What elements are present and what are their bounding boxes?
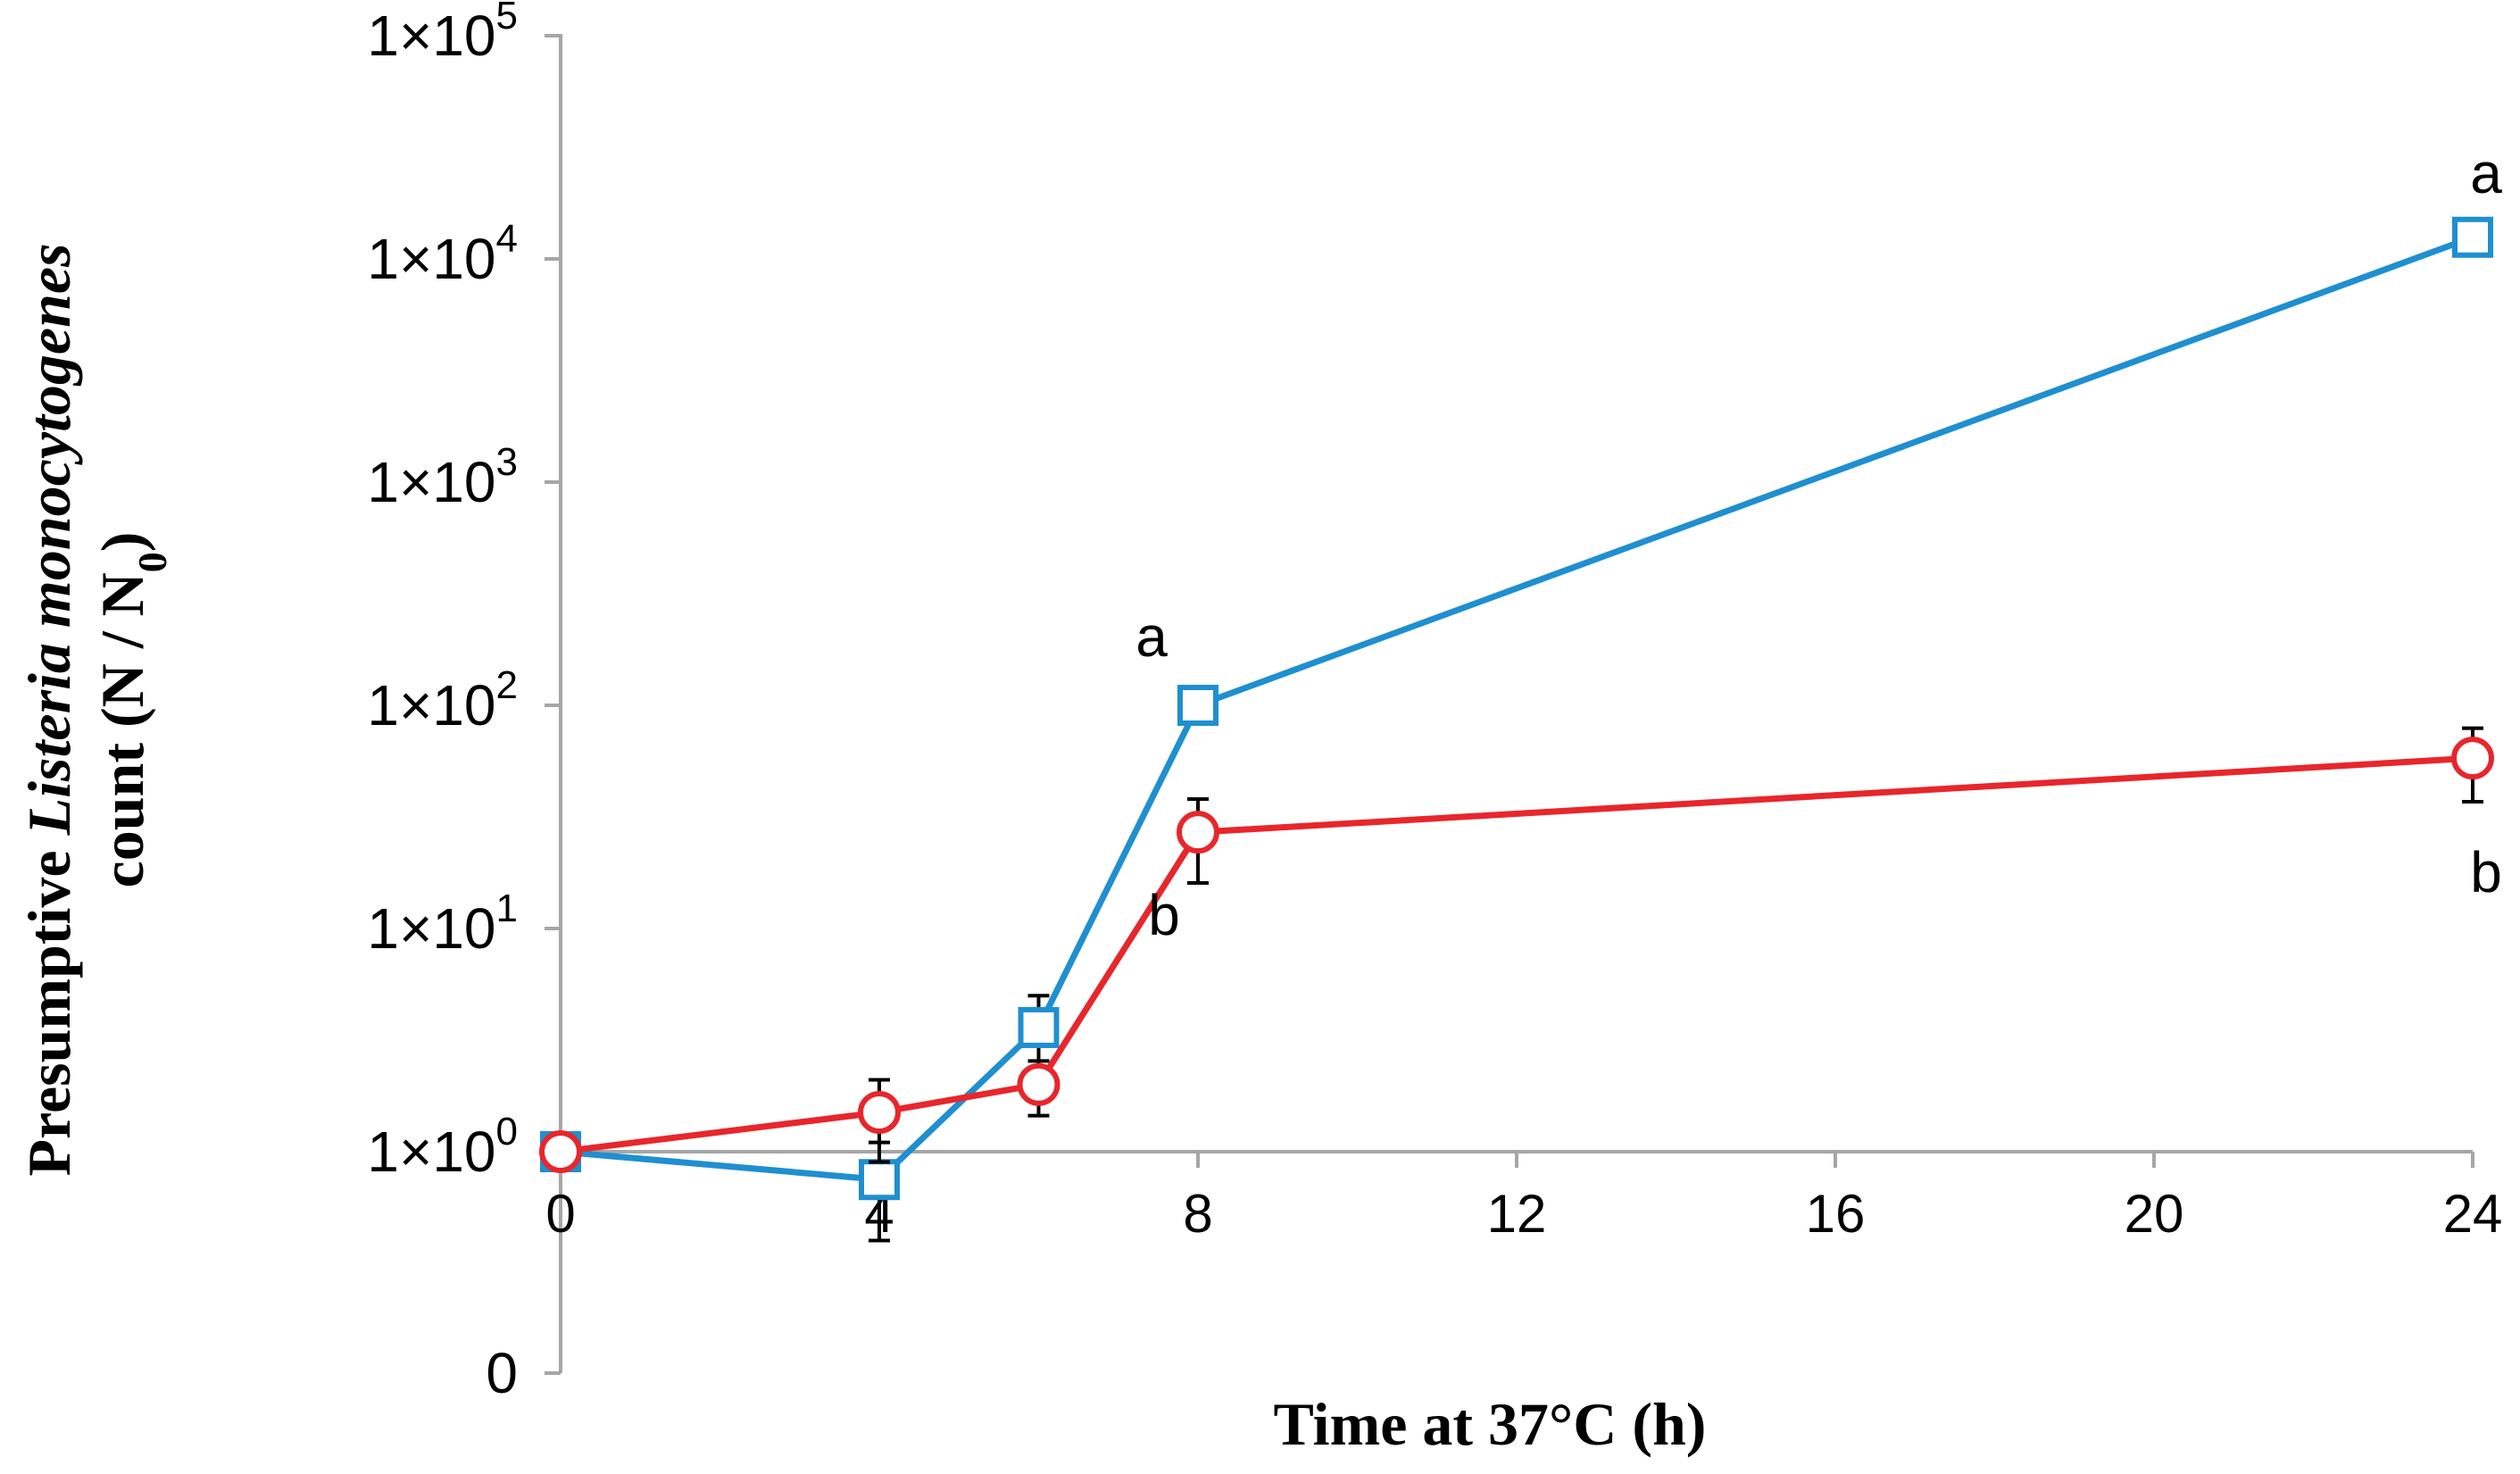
data-point-square — [1018, 1006, 1060, 1048]
significance-letter: b — [1148, 883, 1180, 947]
significance-letter: a — [2470, 141, 2502, 205]
y-axis-title-subscript: 0 — [129, 552, 175, 572]
y-tick-label: 1×101 — [367, 887, 518, 961]
data-point-square — [2452, 216, 2493, 258]
series-blue-line — [560, 234, 2474, 1183]
series-group — [539, 216, 2494, 1243]
y-tick-label: 1×105 — [367, 0, 518, 68]
x-tick-label: 12 — [1487, 1184, 1547, 1244]
x-axis-title: Time at 37°C (h) — [1274, 1390, 1707, 1458]
y-tick-labels: 0 1×100 1×101 1×102 1×103 1×104 1×105 — [367, 0, 518, 1405]
x-tick-label: 20 — [2125, 1184, 2184, 1244]
y-axis-title-suffix: ) — [88, 532, 156, 553]
x-tick-label: 24 — [2443, 1184, 2503, 1244]
y-axis-title-line2: count (N / N0) — [88, 532, 175, 888]
data-point-circle — [539, 1130, 582, 1173]
data-point-square — [1177, 685, 1218, 726]
axes — [545, 34, 2474, 1375]
y-tick-label: 0 — [486, 1341, 518, 1405]
x-tick-label: 8 — [1183, 1184, 1212, 1244]
data-point-circle — [858, 1090, 901, 1134]
y-axis-title-prefix: Presumptive — [15, 835, 83, 1176]
y-tick-label: 1×104 — [367, 217, 518, 291]
series-blue — [540, 216, 2493, 1243]
data-point-circle — [1177, 811, 1219, 854]
y-tick-label: 1×103 — [367, 440, 518, 514]
x-tick-label: 0 — [545, 1184, 575, 1244]
significance-letter: b — [2470, 840, 2502, 904]
y-axis-title-count: count (N / N — [88, 572, 156, 887]
data-point-circle — [1017, 1062, 1060, 1106]
x-tick-labels: 0 4 8 12 16 20 24 — [545, 1184, 2502, 1244]
y-tick-label: 1×100 — [367, 1110, 518, 1184]
y-axis-title-line1: Presumptive Listeria monocytogenes — [15, 243, 83, 1176]
y-tick-label: 1×102 — [367, 663, 518, 737]
x-tick-label: 16 — [1806, 1184, 1866, 1244]
series-red — [539, 726, 2494, 1173]
data-point-square — [859, 1159, 900, 1201]
series-red-line — [560, 754, 2474, 1155]
data-point-circle — [2451, 737, 2494, 780]
annotations: a b a b — [1135, 141, 2502, 947]
y-axis-title: Presumptive Listeria monocytogenes count… — [15, 243, 175, 1176]
y-axis-title-species: Listeria monocytogenes — [15, 243, 83, 836]
significance-letter: a — [1135, 604, 1168, 669]
